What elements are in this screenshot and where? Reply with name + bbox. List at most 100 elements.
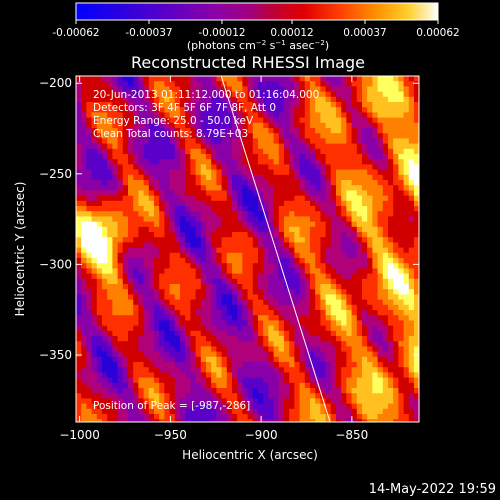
heatmap-cell bbox=[143, 96, 150, 103]
heatmap-cell bbox=[143, 164, 150, 171]
heatmap-cell bbox=[372, 263, 379, 269]
heatmap-cell bbox=[382, 242, 389, 249]
heatmap-cell bbox=[122, 273, 129, 280]
heatmap-cell bbox=[393, 252, 399, 259]
heatmap-cell bbox=[268, 128, 275, 134]
heatmap-cell bbox=[169, 367, 176, 373]
heatmap-cell bbox=[377, 320, 384, 327]
heatmap-cell bbox=[372, 122, 379, 129]
heatmap-cell bbox=[284, 164, 290, 171]
heatmap-cell bbox=[206, 258, 212, 264]
heatmap-cell bbox=[232, 190, 238, 197]
heatmap-cell bbox=[216, 86, 223, 93]
heatmap-cell bbox=[351, 284, 358, 290]
heatmap-cell bbox=[325, 299, 332, 306]
heatmap-cell bbox=[377, 419, 384, 422]
heatmap-cell bbox=[211, 169, 217, 176]
heatmap-cell bbox=[408, 169, 415, 176]
heatmap-cell bbox=[159, 81, 165, 87]
heatmap-cell bbox=[263, 164, 269, 171]
heatmap-cell bbox=[382, 164, 389, 171]
heatmap-cell bbox=[76, 133, 82, 139]
heatmap-cell bbox=[143, 86, 150, 93]
heatmap-cell bbox=[190, 414, 197, 420]
heatmap-cell bbox=[388, 169, 394, 176]
heatmap-cell bbox=[388, 159, 394, 165]
heatmap-cell bbox=[112, 148, 119, 155]
heatmap-cell bbox=[154, 414, 160, 420]
heatmap-cell bbox=[320, 226, 327, 233]
heatmap-cell bbox=[258, 122, 264, 129]
heatmap-cell bbox=[232, 206, 238, 212]
heatmap-cell bbox=[154, 81, 160, 87]
heatmap-cell bbox=[268, 122, 275, 129]
heatmap-cell bbox=[362, 382, 368, 389]
heatmap-cell bbox=[200, 325, 207, 332]
heatmap-cell bbox=[86, 315, 93, 321]
heatmap-cell bbox=[247, 221, 254, 228]
heatmap-cell bbox=[315, 206, 321, 212]
heatmap-cell bbox=[169, 237, 176, 243]
heatmap-cell bbox=[143, 154, 150, 160]
heatmap-cell bbox=[315, 169, 321, 176]
heatmap-cell bbox=[226, 174, 233, 181]
heatmap-cell bbox=[315, 128, 321, 134]
heatmap-cell bbox=[252, 278, 259, 285]
heatmap-cell bbox=[403, 122, 410, 129]
heatmap-cell bbox=[211, 393, 217, 399]
heatmap-cell bbox=[351, 372, 358, 379]
heatmap-cell bbox=[190, 107, 197, 113]
heatmap-cell bbox=[96, 278, 103, 285]
heatmap-cell bbox=[195, 356, 202, 363]
heatmap-cell bbox=[117, 195, 124, 202]
heatmap-cell bbox=[232, 122, 238, 129]
heatmap-cell bbox=[169, 200, 176, 207]
heatmap-cell bbox=[96, 185, 103, 191]
heatmap-cell bbox=[341, 148, 347, 155]
heatmap-cell bbox=[91, 341, 98, 347]
heatmap-cell bbox=[304, 242, 311, 249]
heatmap-cell bbox=[154, 232, 160, 238]
heatmap-cell bbox=[185, 362, 191, 368]
heatmap-cell bbox=[325, 341, 332, 347]
heatmap-cell bbox=[117, 398, 124, 405]
heatmap-cell bbox=[216, 221, 223, 228]
heatmap-cell bbox=[96, 174, 103, 181]
heatmap-cell bbox=[258, 258, 264, 264]
heatmap-cell bbox=[341, 133, 347, 139]
heatmap-cell bbox=[320, 128, 327, 134]
heatmap-cell bbox=[351, 117, 358, 124]
heatmap-cell bbox=[252, 159, 259, 165]
heatmap-cell bbox=[393, 102, 399, 108]
heatmap-cell bbox=[252, 102, 259, 108]
heatmap-cell bbox=[304, 143, 311, 150]
heatmap-cell bbox=[377, 206, 384, 212]
heatmap-cell bbox=[310, 346, 316, 353]
heatmap-cell bbox=[195, 320, 202, 327]
heatmap-cell bbox=[107, 206, 113, 212]
heatmap-cell bbox=[221, 169, 228, 176]
heatmap-cell bbox=[351, 221, 358, 228]
heatmap-cell bbox=[138, 122, 145, 129]
heatmap-cell bbox=[174, 195, 181, 202]
heatmap-cell bbox=[304, 372, 311, 379]
heatmap-cell bbox=[76, 154, 82, 160]
heatmap-cell bbox=[133, 299, 139, 306]
heatmap-cell bbox=[159, 325, 165, 332]
heatmap-cell bbox=[330, 372, 337, 379]
heatmap-cell bbox=[398, 242, 405, 249]
heatmap-cell bbox=[112, 221, 119, 228]
heatmap-cell bbox=[96, 133, 103, 139]
heatmap-cell bbox=[362, 206, 368, 212]
heatmap-cell bbox=[408, 367, 415, 373]
heatmap-cell bbox=[96, 96, 103, 103]
heatmap-cell bbox=[346, 341, 353, 347]
heatmap-cell bbox=[304, 159, 311, 165]
heatmap-cell bbox=[102, 164, 108, 171]
heatmap-cell bbox=[81, 273, 87, 280]
heatmap-cell bbox=[195, 221, 202, 228]
heatmap-cell bbox=[304, 86, 311, 93]
heatmap-cell bbox=[398, 133, 405, 139]
heatmap-cell bbox=[336, 247, 342, 254]
heatmap-cell bbox=[112, 226, 119, 233]
